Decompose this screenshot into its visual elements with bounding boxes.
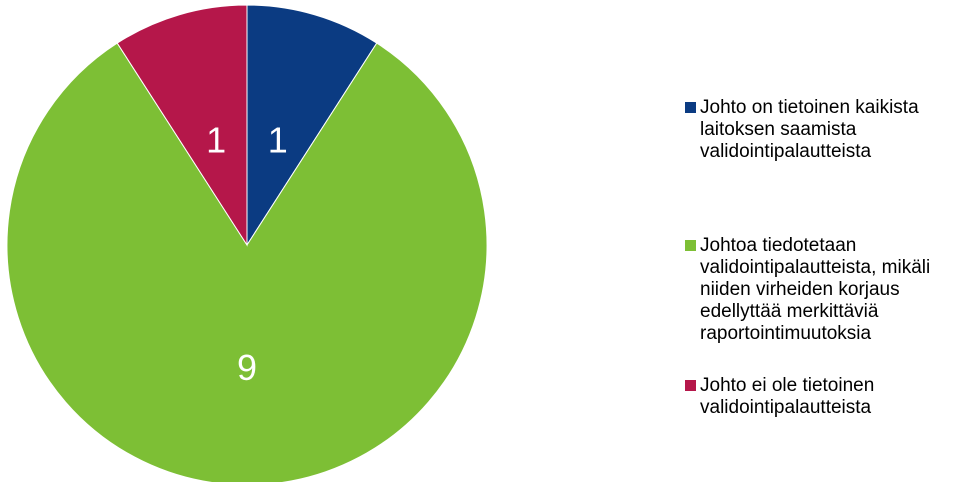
legend-swatch-informed-if-major xyxy=(685,240,696,251)
legend-swatch-aware-all xyxy=(685,102,696,113)
pie-slice-informed-if-major xyxy=(6,42,488,482)
legend-swatch-not-aware xyxy=(685,380,696,391)
pie-value-label-not-aware: 1 xyxy=(206,120,226,161)
pie-slice-not-aware xyxy=(116,4,248,247)
pie-value-label-informed-if-major: 9 xyxy=(237,347,257,388)
legend-label-not-aware: Johto ei ole tietoinen validointipalautt… xyxy=(700,375,875,418)
pie-slice-aware-all xyxy=(246,4,378,247)
legend-item-not-aware: Johto ei ole tietoinen validointipalautt… xyxy=(685,375,874,419)
legend-label-informed-if-major: Johtoa tiedotetaan validointipalautteist… xyxy=(700,235,931,344)
legend-label-aware-all: Johto on tietoinen kaikista laitoksen sa… xyxy=(700,97,919,162)
legend-item-aware-all: Johto on tietoinen kaikista laitoksen sa… xyxy=(685,97,919,163)
pie-value-label-aware-all: 1 xyxy=(268,120,288,161)
pie-slices xyxy=(6,4,488,482)
pie-value-labels: 1 9 1 xyxy=(206,120,288,388)
legend-item-informed-if-major: Johtoa tiedotetaan validointipalautteist… xyxy=(685,235,930,345)
